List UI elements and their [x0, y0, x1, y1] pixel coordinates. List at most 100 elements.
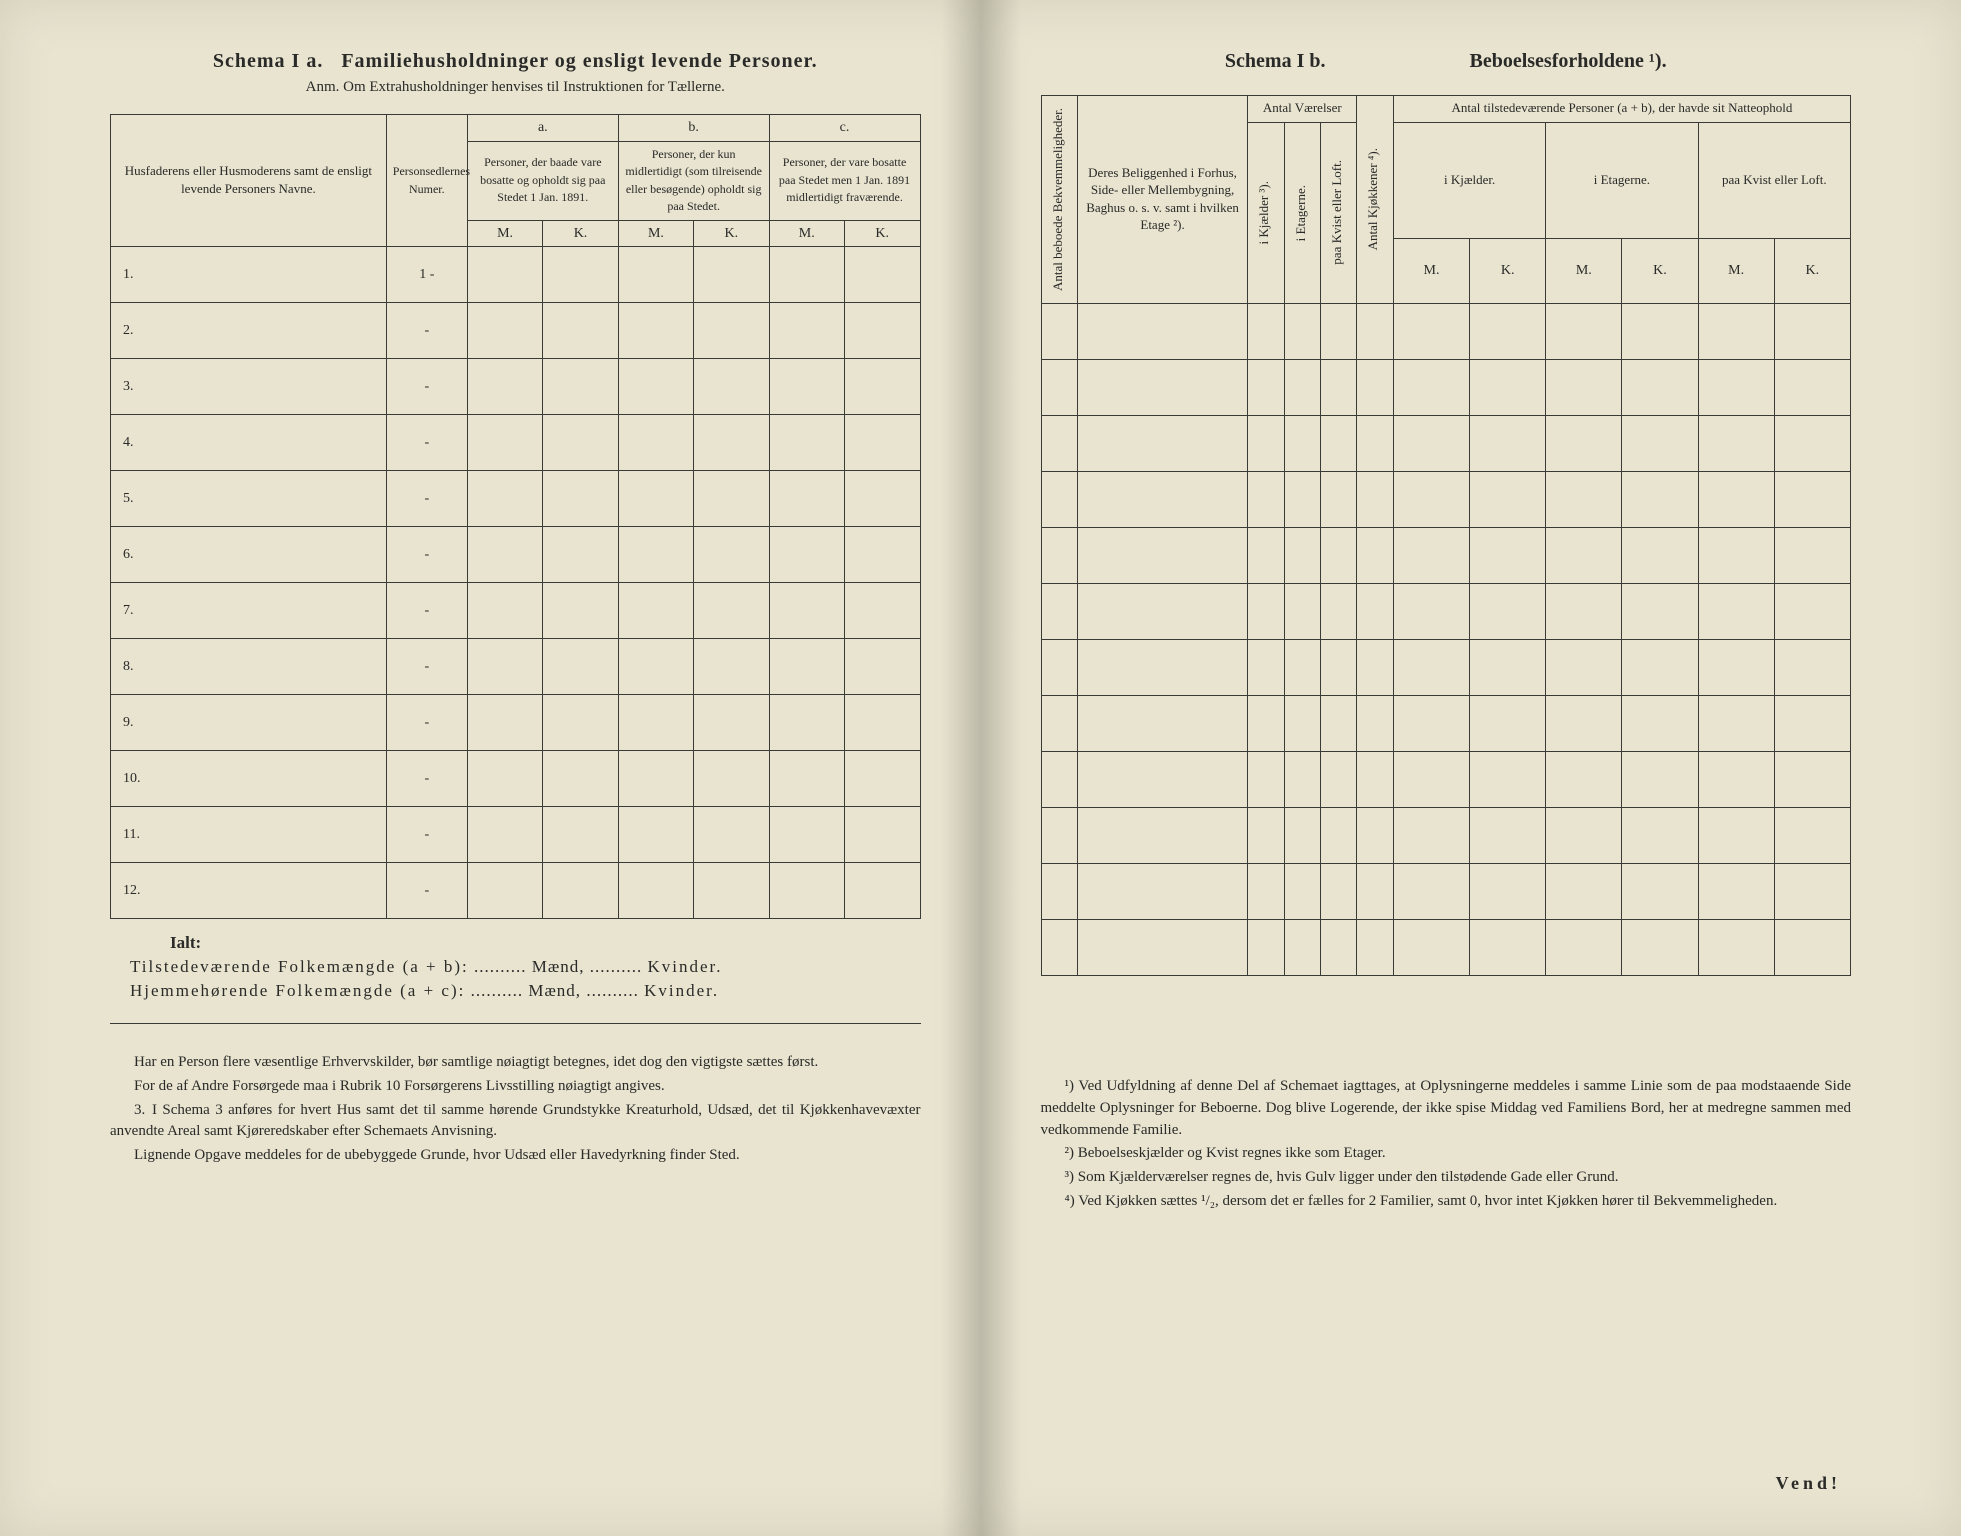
empty-cell — [1357, 304, 1393, 360]
empty-cell — [1546, 528, 1622, 584]
empty-cell — [467, 303, 542, 359]
empty-cell — [543, 863, 618, 919]
empty-cell — [694, 639, 769, 695]
empty-cell — [1041, 304, 1077, 360]
empty-cell — [543, 583, 618, 639]
empty-cell — [1248, 416, 1284, 472]
col-antal-bekv-text: Antal beboede Bekvemmeligheder. — [1048, 100, 1068, 299]
empty-cell — [1393, 808, 1469, 864]
empty-cell — [1077, 416, 1247, 472]
empty-cell — [1248, 640, 1284, 696]
empty-cell — [543, 695, 618, 751]
row-num-cell: 1 - — [386, 247, 467, 303]
empty-cell — [1774, 864, 1850, 920]
schema-1a-table: Husfaderens eller Husmoderens samt de en… — [110, 114, 921, 919]
right-footnotes: ¹) Ved Udfyldning af denne Del af Schema… — [1041, 1076, 1852, 1213]
empty-cell — [1284, 472, 1320, 528]
empty-cell — [543, 415, 618, 471]
empty-cell — [1077, 528, 1247, 584]
col-b-text: Personer, der kun midlertidigt (som tilr… — [618, 141, 769, 220]
empty-cell — [769, 583, 844, 639]
empty-cell — [1393, 584, 1469, 640]
empty-cell — [1393, 752, 1469, 808]
empty-cell — [1470, 752, 1546, 808]
empty-cell — [1546, 360, 1622, 416]
empty-cell — [1321, 360, 1357, 416]
empty-cell — [844, 751, 920, 807]
table-row — [1041, 304, 1851, 360]
vend-label: Vend! — [1776, 1473, 1841, 1494]
empty-cell — [1470, 304, 1546, 360]
empty-cell — [1248, 920, 1284, 976]
empty-cell — [1393, 864, 1469, 920]
empty-cell — [1698, 304, 1774, 360]
empty-cell — [1248, 696, 1284, 752]
empty-cell — [1357, 696, 1393, 752]
schema-label-1b: Schema I b. — [1225, 50, 1326, 73]
empty-cell — [1284, 864, 1320, 920]
row-name-cell: 3. — [111, 359, 387, 415]
col-v-kvist-text: paa Kvist eller Loft. — [1327, 152, 1347, 273]
empty-cell — [769, 807, 844, 863]
empty-cell — [1470, 472, 1546, 528]
left-subtitle: Anm. Om Extrahusholdninger henvises til … — [110, 79, 921, 96]
table-row: 10.- — [111, 751, 921, 807]
row-num-cell: - — [386, 359, 467, 415]
empty-cell — [1357, 528, 1393, 584]
col-antal-bekv: Antal beboede Bekvemmeligheder. — [1041, 96, 1077, 304]
empty-cell — [1357, 752, 1393, 808]
empty-cell — [543, 751, 618, 807]
empty-cell — [1622, 864, 1698, 920]
empty-cell — [1077, 808, 1247, 864]
note-p4: Lignende Opgave meddeles for de ubebygge… — [110, 1145, 921, 1167]
maend-1: Mænd, — [532, 957, 585, 976]
empty-cell — [1698, 472, 1774, 528]
empty-cell — [1546, 808, 1622, 864]
empty-cell — [1321, 528, 1357, 584]
col-antal-vaerelser: Antal Værelser — [1248, 96, 1357, 123]
empty-cell — [1774, 416, 1850, 472]
empty-cell — [844, 583, 920, 639]
empty-cell — [1393, 528, 1469, 584]
empty-cell — [1622, 752, 1698, 808]
empty-cell — [1546, 640, 1622, 696]
table-row — [1041, 808, 1851, 864]
empty-cell — [1622, 360, 1698, 416]
schema-1b-table: Antal beboede Bekvemmeligheder. Deres Be… — [1041, 95, 1852, 976]
empty-cell — [1321, 808, 1357, 864]
empty-cell — [1774, 752, 1850, 808]
kvinder-1: Kvinder. — [647, 957, 722, 976]
empty-cell — [769, 695, 844, 751]
empty-cell — [1248, 864, 1284, 920]
empty-cell — [1077, 304, 1247, 360]
empty-cell — [1393, 920, 1469, 976]
empty-cell — [467, 807, 542, 863]
row-num-cell: - — [386, 415, 467, 471]
table-row — [1041, 416, 1851, 472]
empty-cell — [1393, 304, 1469, 360]
col-kj-m: M. — [1393, 239, 1469, 304]
empty-cell — [1284, 360, 1320, 416]
empty-cell — [1284, 584, 1320, 640]
empty-cell — [543, 303, 618, 359]
row-name-cell: 11. — [111, 807, 387, 863]
footnote-4: ⁴) Ved Kjøkken sættes ¹/₂, dersom det er… — [1041, 1191, 1852, 1213]
empty-cell — [618, 359, 693, 415]
schema-1a-body: 1.1 -2.-3.-4.-5.-6.-7.-8.-9.-10.-11.-12.… — [111, 247, 921, 919]
col-v-etagerne: i Etagerne. — [1284, 122, 1320, 304]
empty-cell — [844, 807, 920, 863]
row-name-cell: 9. — [111, 695, 387, 751]
ialt-line1-a: Tilstedeværende Folkemængde (a + b): — [130, 957, 469, 976]
empty-cell — [1774, 360, 1850, 416]
empty-cell — [1321, 584, 1357, 640]
empty-cell — [1698, 696, 1774, 752]
col-a-text: Personer, der baade vare bosatte og opho… — [467, 141, 618, 220]
empty-cell — [1357, 864, 1393, 920]
dots-4: .......... — [586, 981, 639, 1000]
col-a-text-span: Personer, der baade vare bosatte og opho… — [480, 155, 605, 204]
row-name-cell: 1. — [111, 247, 387, 303]
empty-cell — [844, 527, 920, 583]
empty-cell — [1357, 920, 1393, 976]
row-num-cell: - — [386, 471, 467, 527]
col-antal-vaerelser-text: Antal Værelser — [1263, 100, 1342, 115]
